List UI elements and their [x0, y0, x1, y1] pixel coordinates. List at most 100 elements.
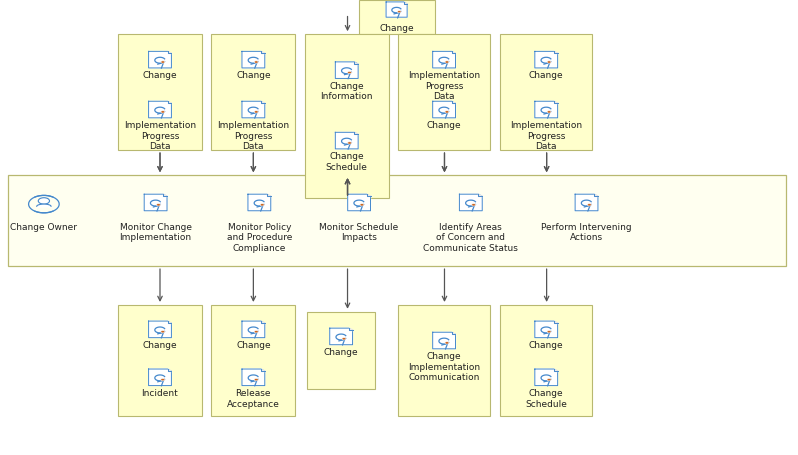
- Polygon shape: [479, 194, 482, 196]
- Polygon shape: [460, 194, 482, 211]
- Polygon shape: [595, 194, 598, 196]
- Text: Change: Change: [379, 24, 414, 33]
- Circle shape: [360, 204, 364, 206]
- Circle shape: [254, 379, 259, 381]
- Polygon shape: [242, 101, 265, 118]
- FancyBboxPatch shape: [118, 305, 202, 416]
- Polygon shape: [386, 2, 407, 17]
- Circle shape: [444, 342, 449, 344]
- Circle shape: [160, 379, 165, 381]
- Polygon shape: [148, 101, 172, 118]
- Circle shape: [472, 204, 476, 206]
- Polygon shape: [242, 51, 265, 68]
- Circle shape: [444, 61, 449, 63]
- Circle shape: [260, 204, 264, 206]
- Polygon shape: [261, 321, 265, 323]
- Polygon shape: [433, 51, 456, 68]
- FancyBboxPatch shape: [211, 34, 295, 150]
- Polygon shape: [335, 62, 358, 78]
- Text: Implementation
Progress
Data: Implementation Progress Data: [510, 121, 583, 151]
- FancyBboxPatch shape: [118, 34, 202, 150]
- Polygon shape: [335, 132, 358, 149]
- Polygon shape: [267, 194, 271, 196]
- Text: Change: Change: [529, 341, 563, 350]
- Text: Change: Change: [529, 71, 563, 81]
- Polygon shape: [242, 321, 265, 338]
- Text: Change
Information: Change Information: [321, 82, 373, 101]
- Polygon shape: [330, 328, 353, 345]
- Polygon shape: [164, 194, 167, 196]
- Text: Implementation
Progress
Data: Implementation Progress Data: [217, 121, 290, 151]
- Circle shape: [254, 61, 259, 63]
- Text: Change: Change: [427, 121, 461, 131]
- Polygon shape: [452, 332, 456, 334]
- Text: Monitor Change
Implementation: Monitor Change Implementation: [120, 223, 192, 243]
- Polygon shape: [433, 332, 456, 349]
- Text: Change: Change: [236, 71, 271, 81]
- Circle shape: [397, 10, 401, 13]
- FancyBboxPatch shape: [359, 0, 434, 34]
- Circle shape: [156, 204, 160, 206]
- Text: Change
Schedule: Change Schedule: [525, 389, 567, 409]
- Polygon shape: [554, 101, 558, 103]
- Polygon shape: [148, 51, 172, 68]
- Text: Change: Change: [236, 341, 271, 350]
- FancyBboxPatch shape: [305, 34, 389, 198]
- Polygon shape: [535, 101, 558, 118]
- Polygon shape: [148, 369, 172, 385]
- Text: Release
Acceptance: Release Acceptance: [227, 389, 280, 409]
- Circle shape: [160, 61, 165, 63]
- Polygon shape: [433, 101, 456, 118]
- Polygon shape: [367, 194, 370, 196]
- Text: Implementation
Progress
Data: Implementation Progress Data: [124, 121, 196, 151]
- Text: Incident: Incident: [141, 389, 179, 398]
- Circle shape: [547, 111, 551, 113]
- Polygon shape: [242, 369, 265, 385]
- Polygon shape: [575, 194, 598, 211]
- FancyBboxPatch shape: [8, 175, 786, 266]
- Text: Change
Schedule: Change Schedule: [326, 152, 368, 172]
- Polygon shape: [554, 51, 558, 54]
- Circle shape: [254, 330, 259, 333]
- Text: Change
Implementation
Communication: Change Implementation Communication: [408, 352, 480, 382]
- Polygon shape: [535, 51, 558, 68]
- Circle shape: [547, 330, 551, 333]
- Polygon shape: [452, 51, 456, 54]
- Polygon shape: [261, 101, 265, 103]
- Polygon shape: [354, 132, 358, 134]
- Polygon shape: [168, 101, 172, 103]
- Polygon shape: [354, 62, 358, 64]
- Polygon shape: [535, 321, 558, 338]
- Polygon shape: [168, 51, 172, 54]
- Polygon shape: [349, 328, 353, 330]
- Polygon shape: [261, 51, 265, 54]
- FancyBboxPatch shape: [398, 34, 490, 150]
- Text: Change Owner: Change Owner: [10, 223, 77, 232]
- FancyBboxPatch shape: [307, 312, 375, 389]
- Polygon shape: [535, 369, 558, 385]
- Polygon shape: [554, 321, 558, 323]
- Polygon shape: [348, 194, 370, 211]
- Circle shape: [587, 204, 591, 206]
- Circle shape: [160, 111, 165, 113]
- Polygon shape: [261, 369, 265, 371]
- Text: Change: Change: [143, 71, 177, 81]
- Text: Identify Areas
of Concern and
Communicate Status: Identify Areas of Concern and Communicat…: [424, 223, 518, 253]
- Polygon shape: [554, 369, 558, 371]
- Circle shape: [347, 142, 352, 144]
- Circle shape: [254, 111, 259, 113]
- Polygon shape: [168, 321, 172, 323]
- Polygon shape: [404, 2, 407, 4]
- Text: Monitor Schedule
Impacts: Monitor Schedule Impacts: [319, 223, 399, 243]
- FancyBboxPatch shape: [500, 34, 592, 150]
- Polygon shape: [452, 101, 456, 103]
- Text: Monitor Policy
and Procedure
Compliance: Monitor Policy and Procedure Compliance: [227, 223, 292, 253]
- Circle shape: [444, 111, 449, 113]
- Circle shape: [342, 338, 346, 340]
- Circle shape: [547, 379, 551, 381]
- FancyBboxPatch shape: [211, 305, 295, 416]
- Text: Perform Intervening
Actions: Perform Intervening Actions: [541, 223, 632, 243]
- Circle shape: [38, 198, 49, 204]
- Polygon shape: [144, 194, 167, 211]
- FancyBboxPatch shape: [500, 305, 592, 416]
